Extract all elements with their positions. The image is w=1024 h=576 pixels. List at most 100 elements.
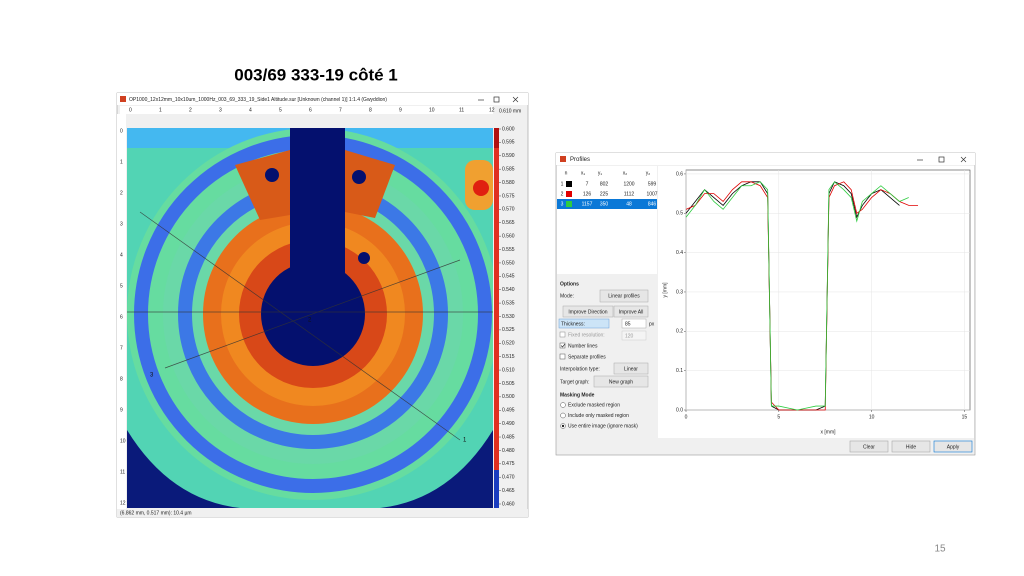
row-color-swatch <box>566 181 572 187</box>
table-cell: 48 <box>626 201 632 207</box>
fixed-resolution-label: Fixed resolution: <box>568 332 605 338</box>
scale-tick-label: 0.510 <box>502 367 515 373</box>
x-tick-label: 10 <box>869 414 875 420</box>
height-map <box>127 128 493 508</box>
scale-tick-label: 0.520 <box>502 341 515 347</box>
ruler-x-label: 4 <box>249 107 252 113</box>
separate-profiles-checkbox[interactable] <box>559 353 566 360</box>
ruler-x-label: 9 <box>399 107 402 113</box>
target-dropdown[interactable] <box>593 375 649 388</box>
dialog-button-label: Hide <box>906 444 917 450</box>
interpolation-dropdown[interactable] <box>613 362 649 375</box>
scale-tick-label: 0.485 <box>502 434 515 440</box>
ruler-x-label: 5 <box>279 107 282 113</box>
image-window: OP1000_12x12mm_10x10um_1000Hz_003_69_333… <box>116 92 529 518</box>
color-scale <box>494 128 499 508</box>
slide-title: 003/69 333-19 côté 1 <box>234 65 398 84</box>
dialog-button[interactable] <box>891 440 931 453</box>
table-header: n <box>565 170 568 176</box>
ruler-y-label: 5 <box>120 283 123 289</box>
improve-direction-button[interactable] <box>562 305 614 318</box>
scale-tick-label: 0.505 <box>502 381 515 387</box>
ruler-x-label: 6 <box>309 107 312 113</box>
scale-tick-label: 0.490 <box>502 421 515 427</box>
graph-area <box>658 166 974 438</box>
table-cell: 1157 <box>582 201 593 207</box>
scale-tick-label: 0.575 <box>502 193 515 199</box>
number-lines-checkbox[interactable] <box>559 342 566 349</box>
improve-direction-label: Improve Direction <box>568 309 607 315</box>
table-cell: 1007 <box>646 191 657 197</box>
close-button[interactable] <box>960 156 967 163</box>
maximize-button[interactable] <box>493 96 500 103</box>
ruler-x-label: 8 <box>369 107 372 113</box>
mode-dropdown[interactable] <box>599 289 649 303</box>
profile-number: 2 <box>308 318 312 324</box>
options-panel: Options Mode: Linear profiles Improve Di… <box>558 281 655 398</box>
scale-max-label: 0.610 mm <box>499 108 521 114</box>
app-icon <box>120 96 126 102</box>
row-number: 1 <box>561 181 564 187</box>
app-icon <box>560 156 566 162</box>
scale-tick-label: 0.530 <box>502 314 515 320</box>
table-cell: 225 <box>600 191 609 197</box>
masking-radio[interactable] <box>560 402 566 408</box>
x-tick-label: 15 <box>962 414 968 420</box>
improve-all-label: Improve All <box>619 309 644 315</box>
table-cell: 846 <box>648 201 657 207</box>
row-number: 3 <box>561 201 564 207</box>
table-cell: 599 <box>648 181 657 187</box>
table-cell: 1200 <box>623 181 634 187</box>
masking-option-label: Use entire image (ignore mask) <box>568 423 638 429</box>
table-cell: 802 <box>600 181 609 187</box>
improve-all-button[interactable] <box>613 305 649 318</box>
scale-tick-label: 0.590 <box>502 153 515 159</box>
table-header: x₂ <box>623 170 628 176</box>
scale-tick-label: 0.470 <box>502 475 515 481</box>
x-tick-label: 5 <box>777 414 780 420</box>
masking-radio[interactable] <box>560 412 566 419</box>
ruler-y-label: 3 <box>120 221 123 227</box>
target-label: Target graph: <box>560 379 589 385</box>
number-lines-label: Number lines <box>568 343 598 349</box>
scale-tick-label: 0.480 <box>502 448 515 454</box>
profile-table <box>557 166 657 274</box>
row-color-swatch <box>566 201 572 207</box>
table-cell: 1112 <box>624 191 635 197</box>
window-title: OP1000_12x12mm_10x10um_1000Hz_003_69_333… <box>129 97 387 103</box>
scale-tick-label: 0.475 <box>502 461 515 467</box>
dialog-button-label: Clear <box>863 444 875 450</box>
ruler-x-label: 10 <box>429 107 435 113</box>
ruler-y-label: 4 <box>120 252 123 258</box>
ruler-x-label: 12 <box>489 107 495 113</box>
table-cell: 7 <box>586 181 589 187</box>
maximize-button[interactable] <box>938 156 945 163</box>
fixed-resolution-checkbox[interactable] <box>559 331 566 338</box>
scale-tick-label: 0.495 <box>502 408 515 414</box>
ruler-y-label: 6 <box>120 314 123 320</box>
ruler-y-label: 11 <box>120 469 125 475</box>
ruler-x-label: 2 <box>189 107 192 113</box>
scale-tick-label: 0.550 <box>502 260 515 266</box>
ruler-x-label: 1 <box>159 107 162 113</box>
dialog-button[interactable] <box>849 440 889 453</box>
scale-tick-label: 0.540 <box>502 287 515 293</box>
mode-value: Linear profiles <box>608 293 640 299</box>
fixed-resolution-input[interactable] <box>621 330 647 341</box>
thickness-input[interactable] <box>621 318 647 329</box>
dialog-button[interactable] <box>933 440 973 453</box>
ruler-y-label: 10 <box>120 438 126 444</box>
target-value: New graph <box>609 379 633 385</box>
table-header: x₁ <box>581 170 586 176</box>
profiles-window: Profiles Options Mode: Linear profiles I… <box>555 152 976 456</box>
profile-line <box>685 181 919 411</box>
thickness-label: Thickness: <box>561 321 585 327</box>
close-button[interactable] <box>512 96 519 103</box>
scale-tick-label: 0.565 <box>502 220 515 226</box>
ruler-x-label: 11 <box>459 107 464 113</box>
ruler-y-label: 9 <box>120 407 123 413</box>
table-header: y₁ <box>598 170 603 176</box>
ruler-y-label: 0 <box>120 128 123 134</box>
scale-tick-label: 0.580 <box>502 180 515 186</box>
